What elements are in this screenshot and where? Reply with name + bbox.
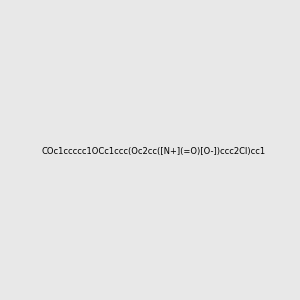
Text: COc1ccccc1OCc1ccc(Oc2cc([N+](=O)[O-])ccc2Cl)cc1: COc1ccccc1OCc1ccc(Oc2cc([N+](=O)[O-])ccc… — [42, 147, 266, 156]
